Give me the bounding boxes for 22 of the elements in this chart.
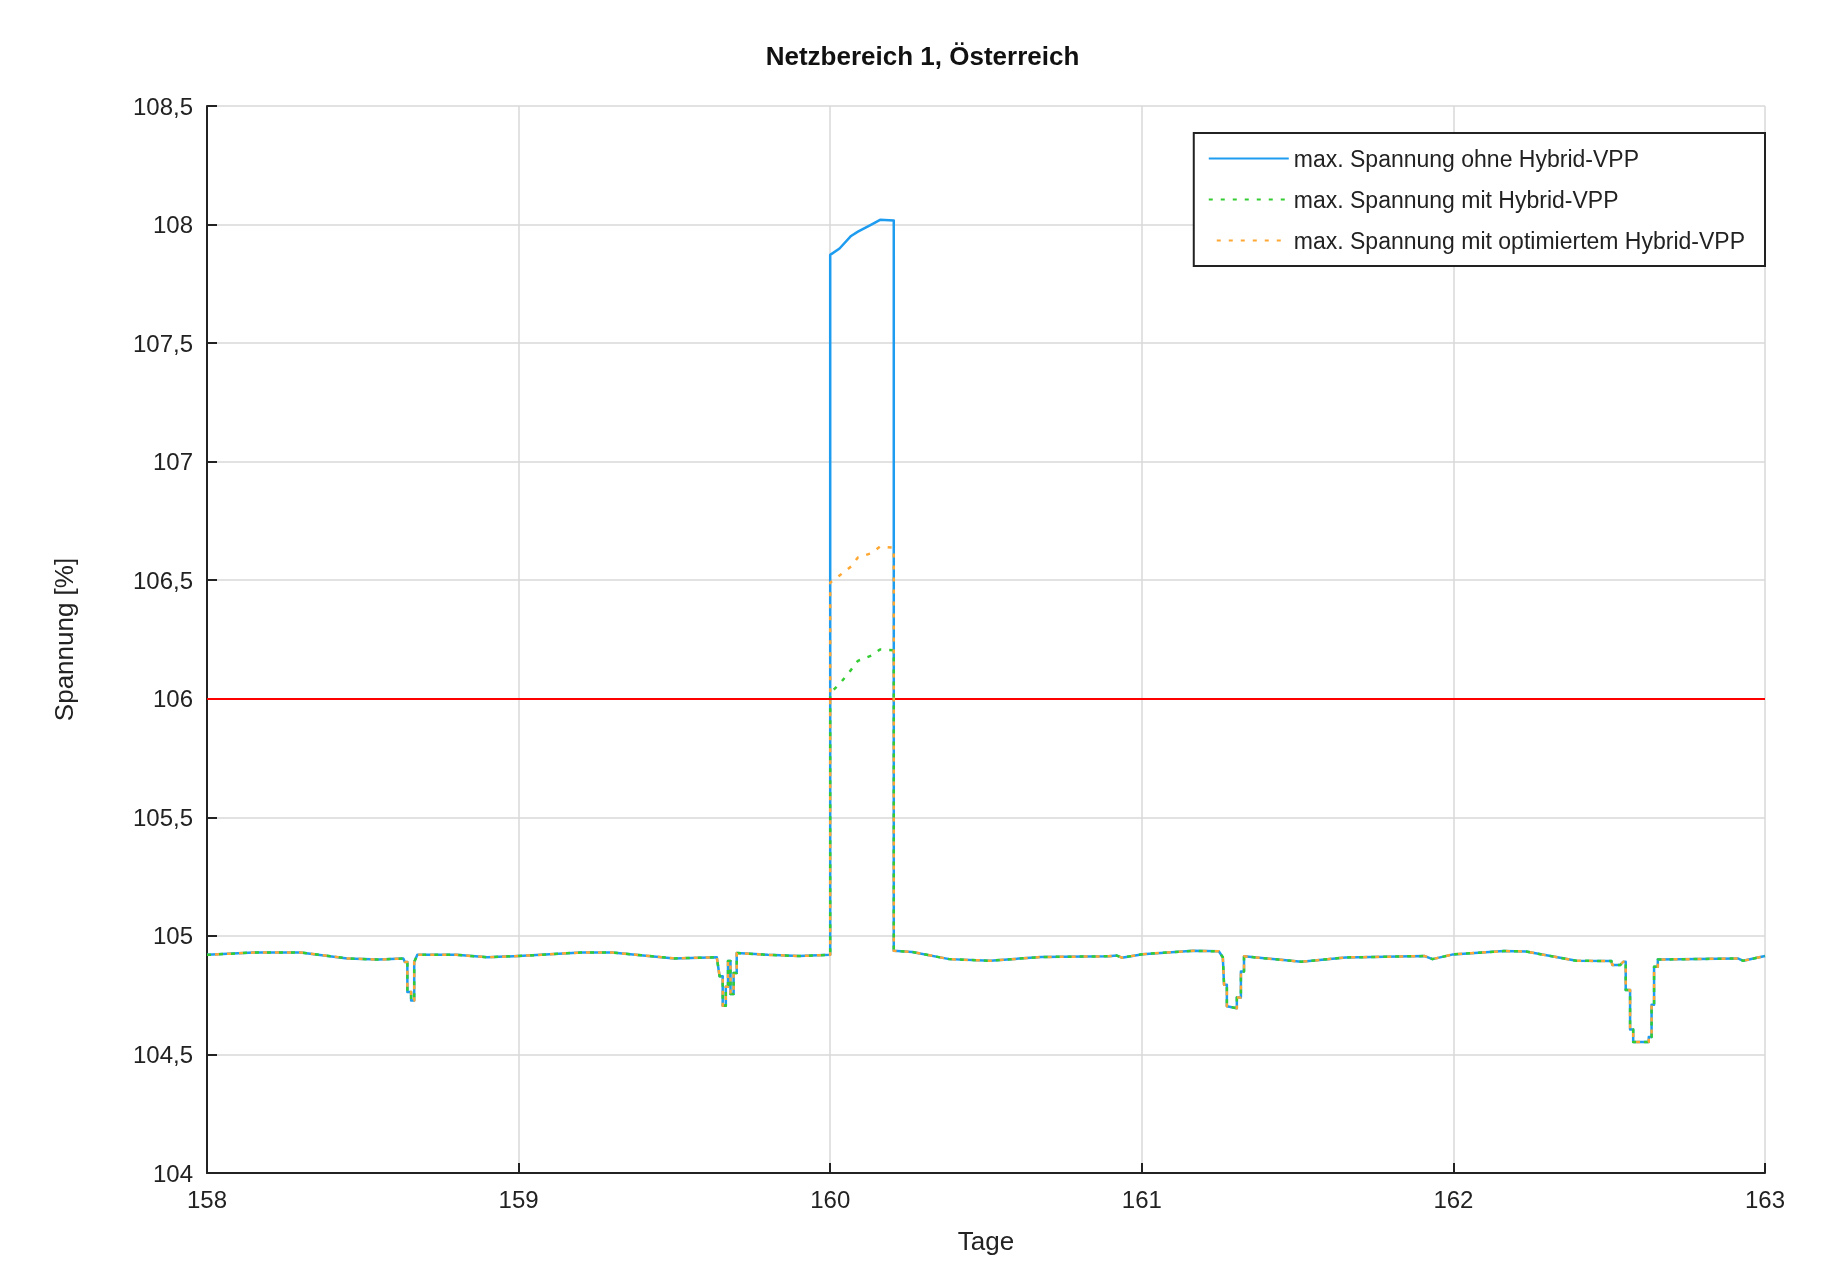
x-tick-label: 158 <box>186 1185 228 1213</box>
chart-title: Netzbereich 1, Österreich <box>765 41 1080 71</box>
x-tick-label: 163 <box>1744 1185 1786 1213</box>
y-tick-label: 105,5 <box>132 803 193 831</box>
x-tick-label: 161 <box>1121 1185 1162 1213</box>
y-tick-label: 108,5 <box>132 92 193 120</box>
y-axis-title: Spannung [%] <box>49 557 79 722</box>
y-tick-label: 104 <box>152 1159 193 1187</box>
y-tick-label: 104,5 <box>132 1040 193 1068</box>
y-tick-label: 108 <box>152 211 193 239</box>
y-tick-label: 107 <box>152 448 193 476</box>
x-tick-label: 162 <box>1433 1185 1474 1213</box>
x-axis-title: Tage <box>957 1226 1015 1256</box>
y-tick-label: 106 <box>152 685 193 713</box>
legend-label: max. Spannung mit Hybrid-VPP <box>1293 186 1619 213</box>
x-tick-label: 160 <box>810 1185 851 1213</box>
x-tick-label: 159 <box>498 1185 539 1213</box>
y-tick-label: 105 <box>152 922 193 950</box>
y-tick-label: 107,5 <box>132 329 193 357</box>
y-tick-label: 106,5 <box>132 566 193 594</box>
legend-label: max. Spannung ohne Hybrid-VPP <box>1293 145 1639 172</box>
legend-label: max. Spannung mit optimiertem Hybrid-VPP <box>1293 227 1746 254</box>
